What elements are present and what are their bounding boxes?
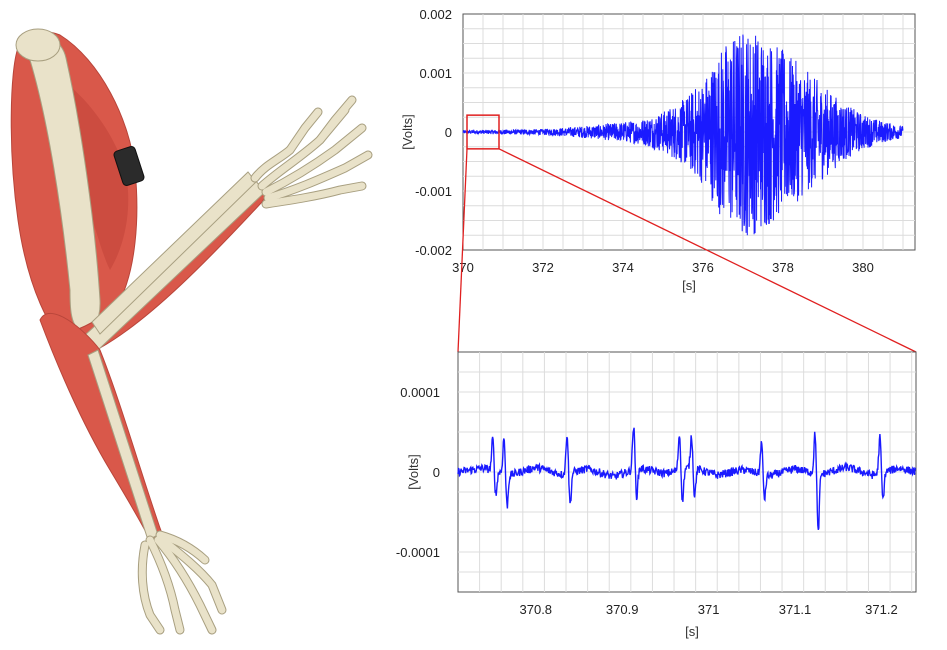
zoomed-y-axis-label: [Volts] [406, 454, 421, 489]
emg-sensor-icon [113, 146, 145, 186]
zoomed-x-tick-label: 371.1 [779, 602, 812, 617]
overview-x-tick-label: 372 [532, 260, 554, 275]
overview-x-tick-label: 378 [772, 260, 794, 275]
zoomed-x-tick-label: 371 [698, 602, 720, 617]
overview-x-tick-label: 374 [612, 260, 634, 275]
zoomed-series-line [457, 427, 917, 530]
zoomed-x-ticks: 370.8 370.9 371 371.1 371.2 [520, 602, 898, 617]
zoomed-grid [458, 352, 916, 592]
shoulder-joint [15, 28, 61, 62]
emg-zoomed-chart: 0.0001 0 -0.0001 370.8 370.9 371 371.1 371.2 [… [396, 351, 917, 639]
overview-series-line [462, 34, 904, 236]
zoom-connector-left [457, 148, 468, 353]
zoomed-y-tick-label: 0.0001 [400, 385, 440, 400]
upper-hand-bones [251, 96, 372, 208]
zoomed-y-ticks: 0.0001 0 -0.0001 [396, 385, 440, 560]
zoomed-y-tick-label: 0 [433, 465, 440, 480]
overview-y-tick-label: 0.001 [419, 66, 452, 81]
zoomed-series [457, 427, 917, 530]
zoomed-x-axis-label: [s] [685, 624, 699, 639]
lower-hand-bones [138, 531, 226, 634]
zoom-connector-right [498, 148, 917, 353]
overview-x-ticks: 370 372 374 376 378 380 [452, 260, 874, 275]
overview-y-tick-label: 0 [445, 125, 452, 140]
zoom-connector-lines [457, 148, 917, 353]
zoom-region-marker [466, 114, 500, 150]
overview-y-tick-label: 0.002 [419, 7, 452, 22]
arm-muscle-skeleton-icon [10, 28, 373, 635]
overview-y-tick-label: -0.002 [415, 243, 452, 258]
zoomed-x-tick-label: 370.9 [606, 602, 639, 617]
zoomed-x-tick-label: 371.2 [865, 602, 898, 617]
overview-x-tick-label: 370 [452, 260, 474, 275]
zoomed-y-tick-label: -0.0001 [396, 545, 440, 560]
overview-x-tick-label: 380 [852, 260, 874, 275]
overview-y-tick-label: -0.001 [415, 184, 452, 199]
overview-y-ticks: 0.002 0.001 0 -0.001 -0.002 [415, 7, 452, 258]
overview-x-tick-label: 376 [692, 260, 714, 275]
overview-x-axis-label: [s] [682, 278, 696, 293]
zoomed-x-tick-label: 370.8 [520, 602, 553, 617]
overview-y-axis-label: [Volts] [400, 114, 415, 149]
overview-series [462, 34, 904, 236]
